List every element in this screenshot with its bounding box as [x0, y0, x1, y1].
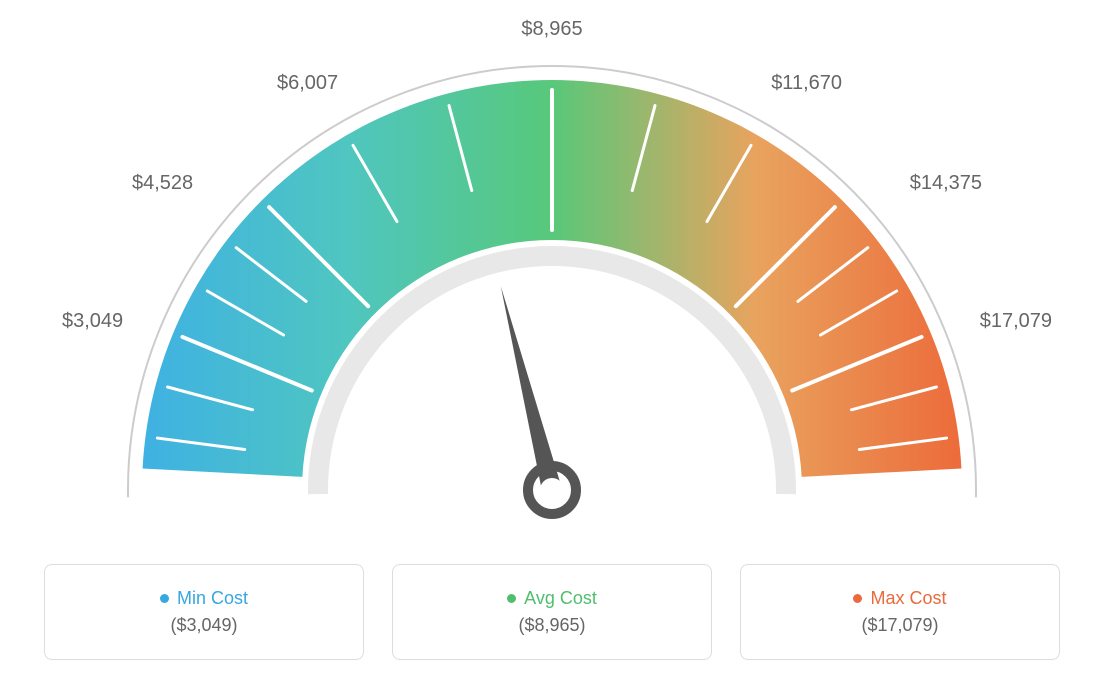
legend-title-min: Min Cost [160, 588, 248, 609]
tick-label-4: $11,670 [771, 72, 842, 95]
tick-label-6: $17,079 [980, 310, 1052, 333]
legend-dot-max [853, 594, 862, 603]
gauge-chart: $3,049 $4,528 $6,007 $8,965 $11,670 $14,… [52, 10, 1052, 550]
legend-label-avg: Avg Cost [524, 588, 597, 609]
legend-card-min: Min Cost ($3,049) [44, 564, 364, 660]
legend-title-avg: Avg Cost [507, 588, 597, 609]
tick-label-5: $14,375 [910, 172, 982, 195]
legend-title-max: Max Cost [853, 588, 946, 609]
gauge-svg [52, 10, 1052, 550]
legend-dot-min [160, 594, 169, 603]
tick-label-1: $4,528 [132, 172, 193, 195]
legend-value-min: ($3,049) [170, 615, 237, 636]
legend-dot-avg [507, 594, 516, 603]
legend-card-avg: Avg Cost ($8,965) [392, 564, 712, 660]
legend-value-max: ($17,079) [861, 615, 938, 636]
tick-label-3: $8,965 [521, 18, 582, 41]
tick-label-2: $6,007 [277, 72, 338, 95]
legend-row: Min Cost ($3,049) Avg Cost ($8,965) Max … [44, 564, 1060, 660]
legend-value-avg: ($8,965) [518, 615, 585, 636]
tick-label-0: $3,049 [62, 310, 123, 333]
legend-label-min: Min Cost [177, 588, 248, 609]
legend-label-max: Max Cost [870, 588, 946, 609]
legend-card-max: Max Cost ($17,079) [740, 564, 1060, 660]
